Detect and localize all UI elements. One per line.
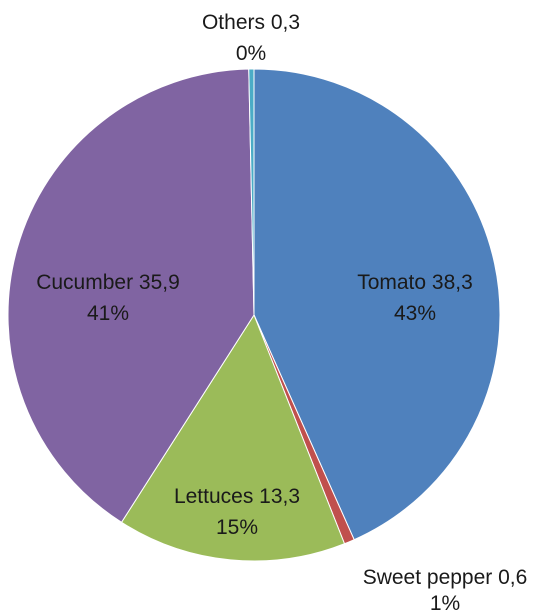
data-label-cucumber: Cucumber 35,9 41% xyxy=(36,271,180,325)
slice-label-others: Others 0,3 xyxy=(202,11,300,34)
svg-text:Cucumber 35,9: Cucumber 35,9 xyxy=(36,271,180,294)
slice-label-lettuces: Lettuces 13,3 xyxy=(174,485,300,508)
pie-slices xyxy=(7,68,501,562)
slice-percent-tomato: 43% xyxy=(394,302,436,325)
slice-percent-lettuces: 15% xyxy=(216,516,258,539)
data-label-others: Others 0,3 0% xyxy=(202,11,300,65)
svg-text:Tomato 38,3: Tomato 38,3 xyxy=(357,271,473,294)
pie-slice-others xyxy=(248,68,255,316)
pie-slice-lettuces xyxy=(120,313,346,562)
data-label-tomato: Tomato 38,3 43% xyxy=(357,271,473,325)
svg-text:0%: 0% xyxy=(236,42,266,65)
pie-slice-cucumber xyxy=(7,68,255,523)
slice-label-sweet-pepper: Sweet pepper 0,6 xyxy=(363,566,528,589)
slice-label-tomato: Tomato 38,3 xyxy=(357,271,473,294)
slice-percent-sweet-pepper: 1% xyxy=(430,592,460,613)
svg-text:Sweet pepper 0,6: Sweet pepper 0,6 xyxy=(363,566,528,589)
svg-text:15%: 15% xyxy=(216,516,258,539)
svg-text:Lettuces 13,3: Lettuces 13,3 xyxy=(174,485,300,508)
svg-text:Others 0,3: Others 0,3 xyxy=(202,11,300,34)
slice-percent-cucumber: 41% xyxy=(87,302,129,325)
data-label-sweet-pepper: Sweet pepper 0,6 1% xyxy=(363,566,528,613)
slice-percent-others: 0% xyxy=(236,42,266,65)
svg-text:43%: 43% xyxy=(394,302,436,325)
svg-text:1%: 1% xyxy=(430,592,460,613)
data-label-lettuces: Lettuces 13,3 15% xyxy=(174,485,300,539)
pie-slice-tomato xyxy=(253,68,501,541)
slice-label-cucumber: Cucumber 35,9 xyxy=(36,271,180,294)
svg-text:41%: 41% xyxy=(87,302,129,325)
